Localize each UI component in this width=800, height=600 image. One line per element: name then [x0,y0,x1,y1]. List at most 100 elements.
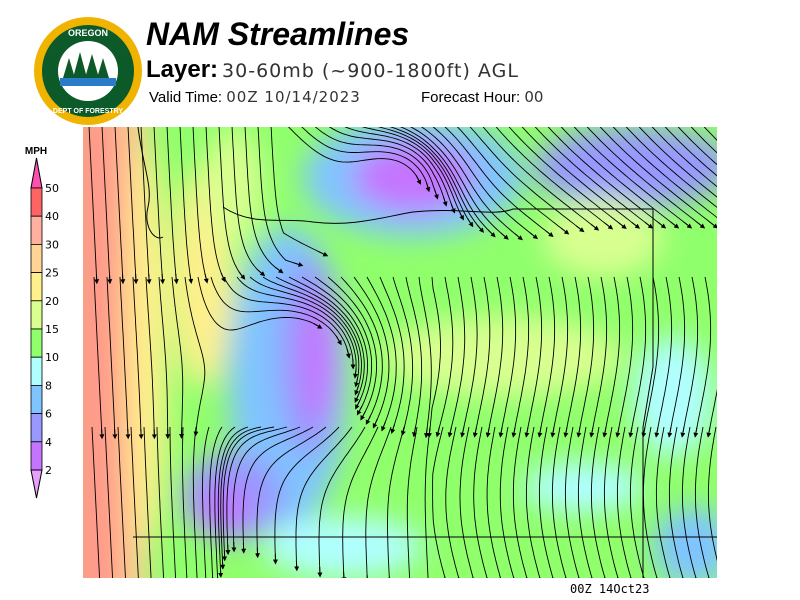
streamline [127,127,137,282]
streamline-arrow [563,427,569,438]
streamline [106,276,116,437]
streamline [205,127,225,281]
streamline-arrow [400,425,406,436]
legend-swatch [30,244,43,274]
streamline-arrow [498,427,504,438]
color-legend: MPH 50 40 30 25 20 15 10 8 6 4 2 [25,146,59,499]
streamline-arrow [425,181,431,193]
streamline-arrow [345,348,351,359]
streamline [418,276,432,436]
streamline-arrow [442,196,448,207]
streamline [681,426,697,578]
streamline-arrow [511,427,517,438]
streamline-arrow [654,427,660,438]
page-title: NAM Streamlines [146,16,410,52]
streamline [577,426,593,578]
streamline [361,127,464,219]
streamline [590,276,608,436]
legend-label: 25 [45,267,59,280]
legend-swatch [30,215,43,245]
streamline [432,426,446,578]
streamline-arrow [173,273,179,285]
streamline [521,127,639,228]
streamline [314,276,373,414]
streamline [143,426,152,578]
streamline [226,426,288,553]
layer-label: Layer: [146,56,219,83]
streamline [436,276,454,436]
streamline-arrow [381,421,386,432]
layer-value: 30-60mb (~900-1800ft) AGL [222,60,519,82]
streamline-arrow [680,427,686,438]
streamline [192,426,198,578]
streamline [132,276,142,437]
streamline-arrow [256,269,266,277]
streamline-arrow [524,427,530,438]
streamline [377,127,473,226]
streamline-arrow [372,418,378,429]
streamline [612,127,717,219]
streamline [461,276,478,436]
streamline-arrow [352,368,358,379]
streamline [275,276,362,394]
streamline-arrow [575,225,585,233]
streamline [379,276,405,432]
streamline-arrow [160,273,166,285]
streamline [551,426,567,578]
streamline [690,127,717,154]
streamline-arrow [696,221,706,229]
streamline-arrow [335,336,342,346]
streamline [314,127,438,198]
streamline-arrow [412,426,417,438]
streamline [158,276,169,437]
streamline [399,127,495,236]
streamline [599,127,717,228]
streamline [642,276,660,436]
streamline [513,276,530,436]
streamline [365,426,392,578]
valid-time-value: 00Z 10/14/2023 [226,88,361,106]
streamline [222,426,275,559]
streamline [469,127,583,232]
forecast-hour: Forecast Hour: 00 [421,88,543,106]
streamline-arrow [485,427,491,438]
legend-swatch [30,187,43,217]
legend-swatch [30,441,43,471]
streamline [474,276,491,436]
odf-logo: OREGON DEPT OF FORESTRY [34,17,142,125]
streamline [552,276,569,436]
streamline [218,127,245,279]
streamline-arrow [529,232,539,240]
streamline [91,426,101,578]
streamline [209,426,223,578]
legend-label: 8 [45,379,52,392]
streamline [424,426,431,578]
valid-time-label: Valid Time: [149,89,223,106]
streamline [459,426,474,578]
legend-label: 10 [45,351,59,364]
streamline-arrow [458,210,464,221]
streamline-arrow [537,427,543,438]
streamline [655,426,671,578]
streamline-arrow [193,426,199,437]
streamlines [88,127,717,578]
streamline [616,276,634,436]
svg-text:OREGON: OREGON [68,28,108,38]
legend-label: 30 [45,238,59,251]
streamline-arrow [467,218,474,228]
streamline-arrow [365,415,372,425]
streamline [242,426,314,552]
state-borders [133,127,717,578]
streamline [392,276,414,434]
streamline [638,127,717,198]
streamline [210,276,341,344]
streamline [508,127,626,228]
streamline [153,127,164,282]
streamline [681,276,699,436]
streamline-arrow [500,232,509,240]
streamline [473,426,488,578]
streamline [449,276,466,436]
valid-time: Valid Time: 00Z 10/14/2023 [149,88,361,106]
streamline [560,127,678,228]
streamline [295,426,353,569]
